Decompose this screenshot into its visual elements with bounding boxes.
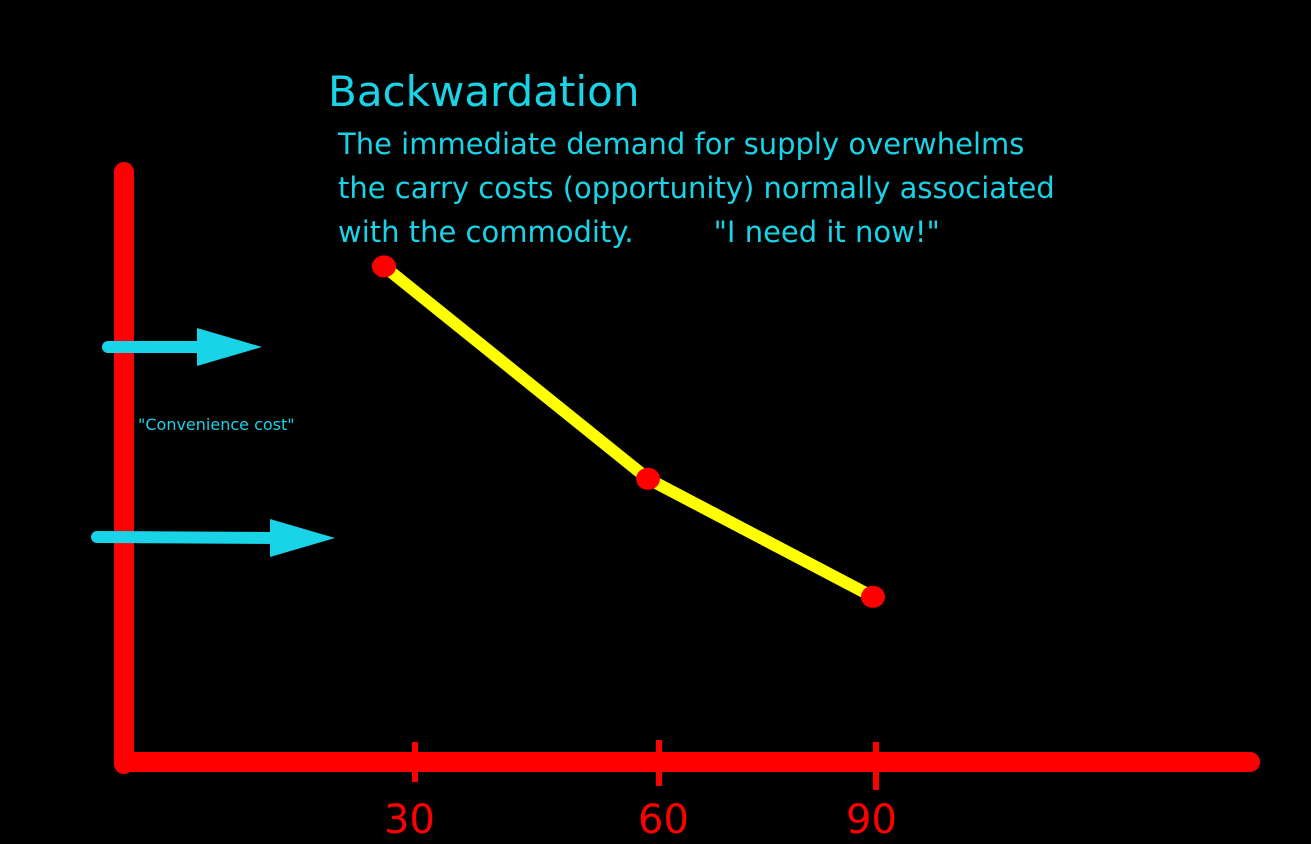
curve-group — [372, 255, 885, 608]
description-line-2: the carry costs (opportunity) normally a… — [338, 171, 1055, 205]
data-point-30 — [372, 255, 396, 278]
data-point-60 — [636, 467, 660, 490]
x-tick-label-90: 90 — [846, 797, 897, 843]
quote-text: "I need it now!" — [713, 215, 940, 249]
description: The immediate demand for supply overwhel… — [338, 122, 1055, 254]
lower-arrow-icon — [91, 519, 335, 557]
description-line-3: with the commodity. "I need it now!" — [338, 210, 1055, 254]
x-tick-label-30: 30 — [384, 797, 435, 843]
data-point-90 — [861, 585, 885, 608]
page-title: Backwardation — [328, 67, 640, 116]
upper-arrow-icon — [102, 328, 262, 366]
description-line-3a: with the commodity. — [338, 215, 634, 249]
price-curve — [380, 261, 876, 603]
x-tick-label-60: 60 — [638, 797, 689, 843]
description-line-1: The immediate demand for supply overwhel… — [338, 127, 1025, 161]
convenience-cost-label: "Convenience cost" — [138, 415, 295, 434]
